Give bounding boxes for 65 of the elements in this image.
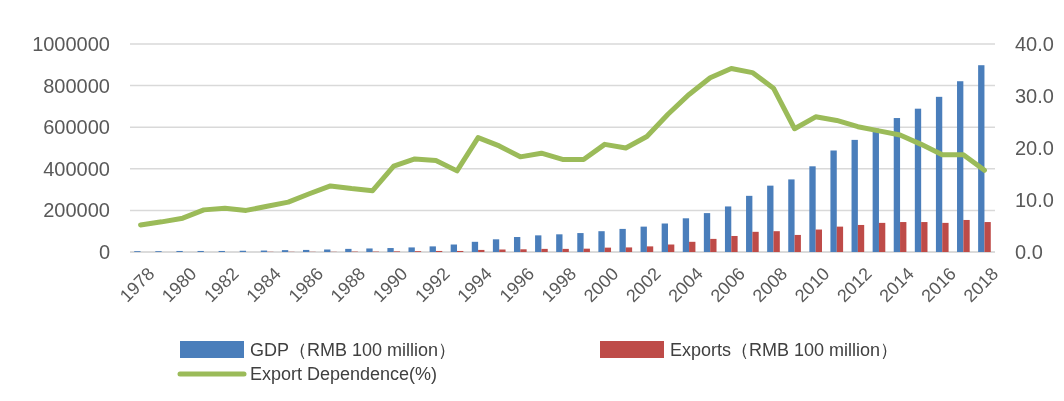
bar [710, 238, 717, 252]
bar [492, 239, 500, 252]
bar [387, 248, 394, 252]
y-tick-label: 400000 [43, 157, 110, 180]
bar [731, 235, 738, 252]
bar [619, 228, 626, 252]
bar [345, 248, 352, 252]
bar [978, 65, 985, 252]
bar [963, 219, 970, 252]
bar [577, 233, 584, 252]
bar [520, 249, 527, 252]
bar [830, 150, 837, 252]
bar [562, 248, 569, 252]
y2-tick-label: 0.0 [1015, 241, 1043, 263]
bar [836, 226, 844, 252]
bar [935, 96, 943, 252]
bar [878, 222, 886, 252]
bar [815, 229, 822, 252]
y2-tick-label: 10.0 [1015, 189, 1054, 211]
bar [661, 223, 668, 252]
legend-label: Exports（RMB 100 million） [670, 340, 899, 360]
bar [900, 222, 907, 252]
bar [914, 108, 922, 252]
bar [598, 231, 605, 252]
bar [724, 206, 732, 252]
bar [535, 235, 542, 252]
bar [640, 226, 647, 252]
bar [556, 234, 563, 252]
y-tick-label: 1000000 [32, 33, 110, 55]
bar [478, 249, 485, 252]
bar [851, 139, 858, 252]
y2-tick-label: 40.0 [1015, 33, 1054, 55]
bar [794, 234, 801, 252]
bar [471, 241, 479, 252]
legend-label: Export Dependence(%) [250, 364, 438, 384]
bar [408, 247, 415, 252]
bar [646, 246, 654, 252]
bar [942, 222, 949, 252]
bar [703, 213, 711, 252]
bar [752, 231, 759, 252]
y2-tick-label: 20.0 [1015, 137, 1054, 159]
bar [541, 248, 548, 252]
y-tick-label: 800000 [43, 74, 110, 97]
bar [957, 81, 964, 252]
bar [429, 246, 436, 252]
bar [767, 185, 774, 252]
bar [773, 231, 780, 252]
legend-label: GDP（RMB 100 million） [250, 340, 457, 360]
bar [857, 224, 865, 252]
bar [893, 118, 901, 252]
bar [689, 241, 696, 252]
y-tick-label: 0 [98, 241, 110, 263]
bar [921, 222, 928, 252]
bar [984, 222, 991, 252]
bar [682, 218, 690, 252]
bar [788, 179, 795, 252]
bar [625, 247, 633, 252]
bar [303, 249, 310, 252]
bar [513, 237, 521, 252]
y-tick-label: 200000 [43, 199, 110, 222]
bar [366, 248, 373, 252]
y-tick-label: 600000 [43, 116, 110, 139]
bar [746, 195, 753, 252]
bar [809, 166, 816, 252]
y2-tick-label: 30.0 [1015, 85, 1054, 107]
